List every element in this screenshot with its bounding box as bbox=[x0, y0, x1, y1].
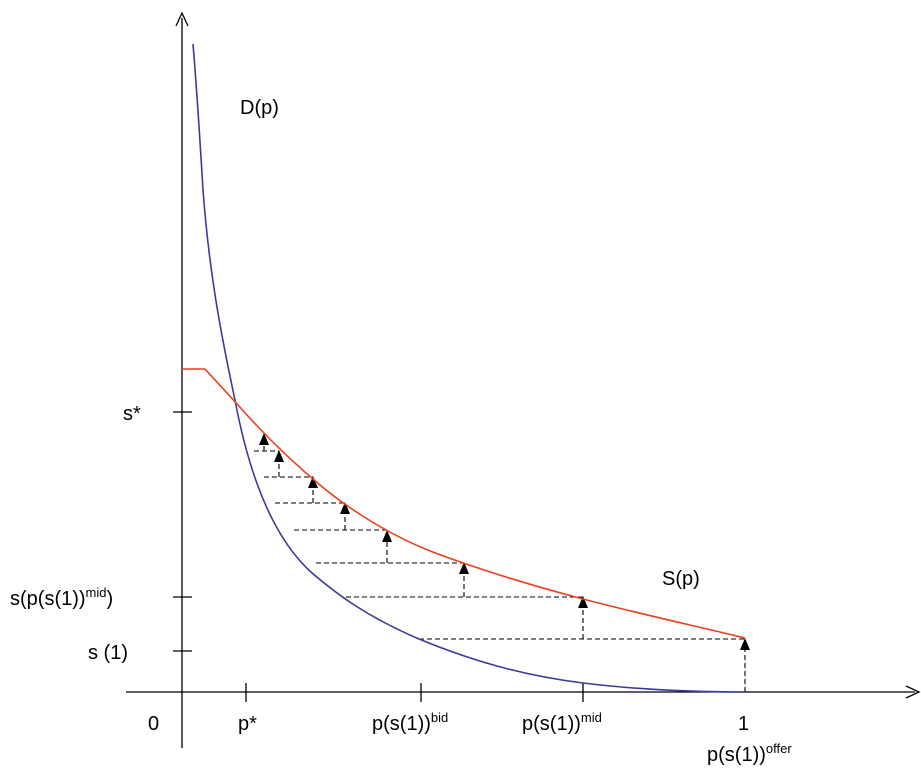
x-label-p-star: p* bbox=[238, 713, 257, 735]
arrowhead-icon-2 bbox=[578, 596, 588, 608]
x-label-p-offer-base: p(s(1)) bbox=[707, 744, 766, 766]
arrowhead-icon-7 bbox=[274, 450, 284, 462]
arrowhead-icon-5 bbox=[340, 502, 350, 514]
y-label-s-one: s (1) bbox=[88, 642, 128, 664]
x-axis-arrow-icon bbox=[905, 685, 921, 699]
y-label-s-mid-close: ) bbox=[107, 588, 114, 610]
arrowhead-icon-4 bbox=[382, 530, 392, 542]
supply-label: S(p) bbox=[662, 568, 700, 590]
arrowhead-icon-8 bbox=[259, 433, 269, 445]
x-label-p-offer: p(s(1))offer bbox=[707, 741, 792, 766]
arrowhead-icon-3 bbox=[459, 562, 469, 574]
supply-curve bbox=[182, 368, 746, 639]
x-label-p-mid-sup: mid bbox=[581, 710, 602, 725]
arrowhead-icon-6 bbox=[308, 476, 318, 488]
x-label-one: 1 bbox=[738, 713, 749, 735]
x-label-p-bid-base: p(s(1)) bbox=[372, 713, 431, 735]
x-label-p-mid-base: p(s(1)) bbox=[522, 713, 581, 735]
y-axis-arrow-icon bbox=[175, 11, 189, 27]
demand-label: D(p) bbox=[240, 97, 279, 119]
x-label-p-bid-sup: bid bbox=[431, 710, 448, 725]
step-arrowheads bbox=[259, 433, 750, 650]
origin-label: 0 bbox=[148, 713, 159, 735]
y-label-s-star: s* bbox=[123, 403, 141, 425]
x-label-p-mid: p(s(1))mid bbox=[522, 710, 602, 735]
y-label-s-mid-base: s(p(s(1)) bbox=[10, 588, 86, 610]
step-lines bbox=[254, 443, 746, 692]
demand-curve bbox=[192, 43, 746, 693]
x-label-p-offer-sup: offer bbox=[766, 741, 792, 756]
y-label-s-mid-sup: mid bbox=[86, 585, 107, 600]
x-label-p-bid: p(s(1))bid bbox=[372, 710, 448, 735]
y-label-s-mid: s(p(s(1))mid) bbox=[10, 585, 113, 610]
arrowhead-icon-1 bbox=[740, 638, 750, 650]
